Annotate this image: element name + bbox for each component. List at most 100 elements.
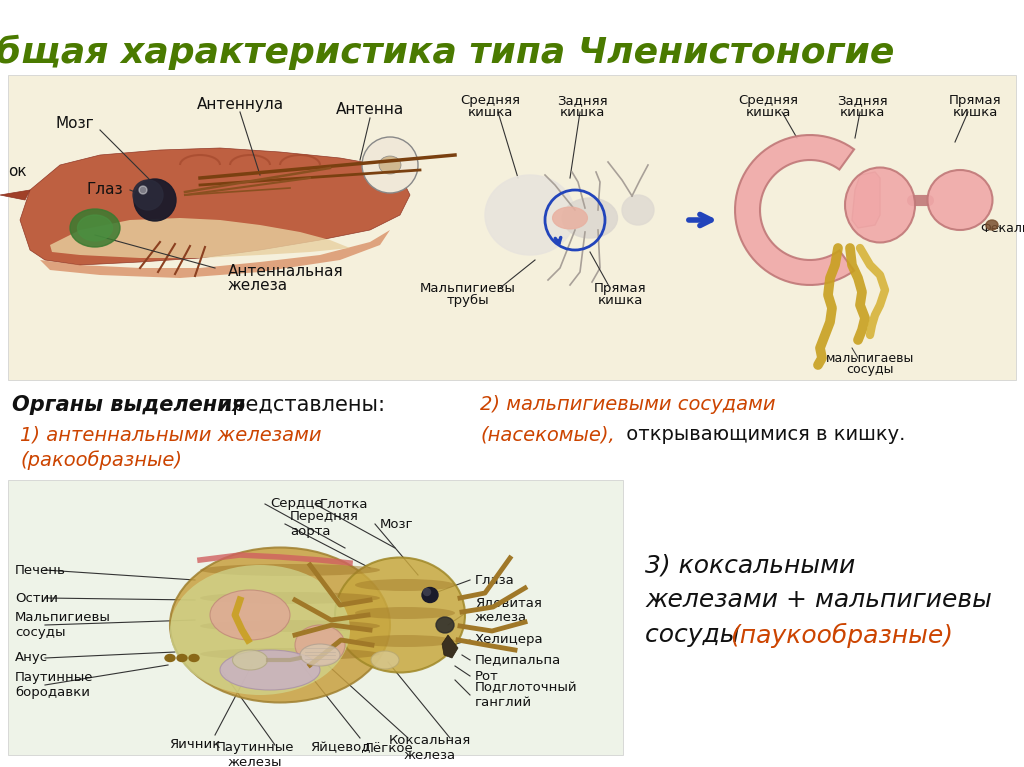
Ellipse shape <box>371 651 399 669</box>
Ellipse shape <box>424 588 430 595</box>
Text: Органы выделения: Органы выделения <box>12 395 245 415</box>
Text: Анус: Анус <box>15 651 48 664</box>
Text: кишка: кишка <box>745 106 791 119</box>
Ellipse shape <box>300 644 340 666</box>
Ellipse shape <box>200 648 380 660</box>
Text: ок: ок <box>8 164 27 179</box>
Polygon shape <box>40 230 390 278</box>
Text: Мозг: Мозг <box>380 518 414 531</box>
Ellipse shape <box>70 209 120 247</box>
Text: Прямая: Прямая <box>594 282 646 295</box>
FancyBboxPatch shape <box>8 480 623 755</box>
Text: железами + мальпигиевы: железами + мальпигиевы <box>645 588 992 612</box>
Text: Подглоточный
ганглий: Подглоточный ганглий <box>475 681 578 709</box>
Text: Рот: Рот <box>475 670 499 683</box>
Ellipse shape <box>232 650 267 670</box>
Text: Средняя: Средняя <box>460 94 520 107</box>
Text: Остии: Остии <box>15 591 58 604</box>
Ellipse shape <box>177 654 187 661</box>
Text: Задняя: Задняя <box>557 94 607 107</box>
Text: (паукообразные): (паукообразные) <box>730 623 953 647</box>
Circle shape <box>362 137 418 193</box>
Ellipse shape <box>170 548 390 703</box>
Text: трубы: трубы <box>446 294 489 307</box>
Text: Мальпигиевы: Мальпигиевы <box>420 282 516 295</box>
Text: 1) антеннальными железами: 1) антеннальными железами <box>20 426 322 445</box>
Ellipse shape <box>210 590 290 640</box>
Text: Средняя: Средняя <box>738 94 798 107</box>
Ellipse shape <box>165 654 175 661</box>
Polygon shape <box>442 635 458 658</box>
Text: Ядовитая
железа: Ядовитая железа <box>475 596 542 624</box>
Text: Глотка: Глотка <box>319 498 369 511</box>
Text: кишка: кишка <box>952 106 997 119</box>
Text: Общая характеристика типа Членистоногие: Общая характеристика типа Членистоногие <box>0 35 895 70</box>
Text: кишка: кишка <box>559 106 605 119</box>
Ellipse shape <box>928 170 992 230</box>
Ellipse shape <box>562 198 617 238</box>
Text: Паутинные
бородавки: Паутинные бородавки <box>15 671 93 699</box>
Text: Лёгкое: Лёгкое <box>364 742 413 755</box>
Text: Мозг: Мозг <box>55 117 94 131</box>
Ellipse shape <box>845 167 915 242</box>
Text: (ракообразные): (ракообразные) <box>20 450 182 470</box>
Ellipse shape <box>200 592 380 604</box>
Text: сосуды: сосуды <box>645 623 748 647</box>
Text: Задняя: Задняя <box>837 94 888 107</box>
Text: Сердце: Сердце <box>270 498 323 511</box>
Text: Глаз: Глаз <box>87 183 123 197</box>
Ellipse shape <box>355 607 455 619</box>
Ellipse shape <box>335 558 465 673</box>
Ellipse shape <box>133 180 163 210</box>
Text: Педипальпа: Педипальпа <box>475 653 561 667</box>
Text: Печень: Печень <box>15 564 66 577</box>
Text: Глаза: Глаза <box>475 574 515 587</box>
Text: кишка: кишка <box>597 294 643 307</box>
Ellipse shape <box>139 186 147 194</box>
Ellipse shape <box>78 215 113 241</box>
Text: Мальпигиевы
сосуды: Мальпигиевы сосуды <box>15 611 111 639</box>
Text: Передняя
аорта: Передняя аорта <box>290 510 358 538</box>
Text: Яичник: Яичник <box>169 739 221 752</box>
Ellipse shape <box>553 207 588 229</box>
Ellipse shape <box>134 179 176 221</box>
Ellipse shape <box>189 654 199 661</box>
Text: Яйцевод: Яйцевод <box>309 742 371 755</box>
Ellipse shape <box>436 617 454 633</box>
Polygon shape <box>0 190 30 200</box>
Text: Антеннула: Антеннула <box>197 97 284 111</box>
Text: Коксальная
железа: Коксальная железа <box>389 734 471 762</box>
Polygon shape <box>735 135 854 285</box>
Text: 2) мальпигиевыми сосудами: 2) мальпигиевыми сосудами <box>480 396 775 414</box>
Text: мальпигаевы: мальпигаевы <box>825 352 914 365</box>
Ellipse shape <box>422 588 438 603</box>
Ellipse shape <box>355 579 455 591</box>
Polygon shape <box>50 218 350 258</box>
Text: 3) коксальными: 3) коксальными <box>645 553 855 577</box>
Polygon shape <box>852 172 880 228</box>
Text: железа: железа <box>228 278 288 292</box>
FancyBboxPatch shape <box>8 75 1016 380</box>
Ellipse shape <box>200 564 380 576</box>
Text: Паутинные
железы: Паутинные железы <box>216 741 294 767</box>
Ellipse shape <box>200 620 380 632</box>
Ellipse shape <box>295 625 345 665</box>
Polygon shape <box>20 148 410 265</box>
Ellipse shape <box>355 635 455 647</box>
Ellipse shape <box>986 220 998 230</box>
Text: Прямая: Прямая <box>948 94 1001 107</box>
Text: представлены:: представлены: <box>212 395 385 415</box>
Text: Фекалии: Фекалии <box>980 222 1024 235</box>
Ellipse shape <box>220 650 319 690</box>
Ellipse shape <box>379 156 401 174</box>
Text: открывающимися в кишку.: открывающимися в кишку. <box>620 426 905 445</box>
Ellipse shape <box>485 175 575 255</box>
Text: (насекомые),: (насекомые), <box>480 426 614 445</box>
Text: кишка: кишка <box>467 106 513 119</box>
Ellipse shape <box>622 195 654 225</box>
Text: Антенна: Антенна <box>336 103 404 117</box>
Text: Хелицера: Хелицера <box>475 634 544 647</box>
Ellipse shape <box>170 565 350 695</box>
Text: сосуды: сосуды <box>846 363 894 376</box>
Text: Антеннальная: Антеннальная <box>228 265 344 279</box>
